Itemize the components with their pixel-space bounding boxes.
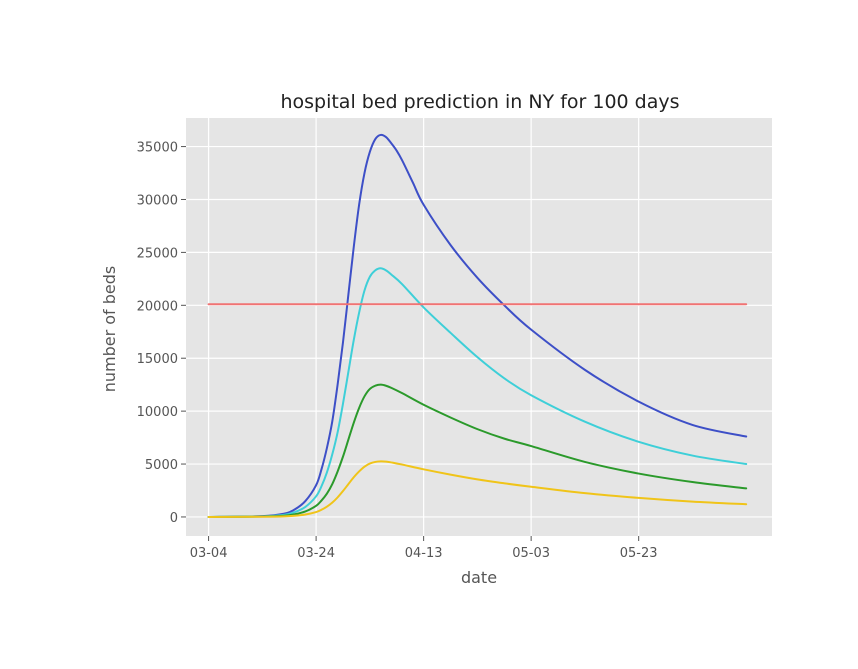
x-axis-label: date [461, 568, 497, 587]
y-tick-label: 10000 [137, 405, 178, 420]
y-tick-label: 35000 [137, 141, 178, 156]
x-axis: 03-04 03-24 04-13 05-03 05-23 [190, 536, 658, 561]
y-tick-label: 30000 [137, 193, 178, 208]
series-line-4 [207, 460, 748, 518]
y-tick-label: 0 [170, 511, 178, 526]
series-layer [207, 133, 748, 518]
x-tick-label: 04-13 [405, 546, 443, 561]
y-axis-label: number of beds [100, 266, 119, 393]
y-tick-label: 20000 [137, 299, 178, 314]
x-tick-label: 05-03 [512, 546, 550, 561]
y-tick-label: 5000 [145, 458, 178, 473]
series-line-1 [207, 133, 748, 518]
series-line-3 [207, 383, 748, 518]
y-tick-label: 15000 [137, 352, 178, 367]
y-axis: 0 5000 10000 15000 20000 25000 30000 35000 [137, 141, 186, 526]
plot-background [186, 118, 772, 536]
chart-title: hospital bed prediction in NY for 100 da… [280, 91, 679, 113]
series-line-2 [207, 267, 748, 518]
y-tick-label: 25000 [137, 246, 178, 261]
x-tick-label: 03-24 [297, 546, 335, 561]
x-tick-label: 05-23 [620, 546, 658, 561]
x-tick-label: 03-04 [190, 546, 228, 561]
